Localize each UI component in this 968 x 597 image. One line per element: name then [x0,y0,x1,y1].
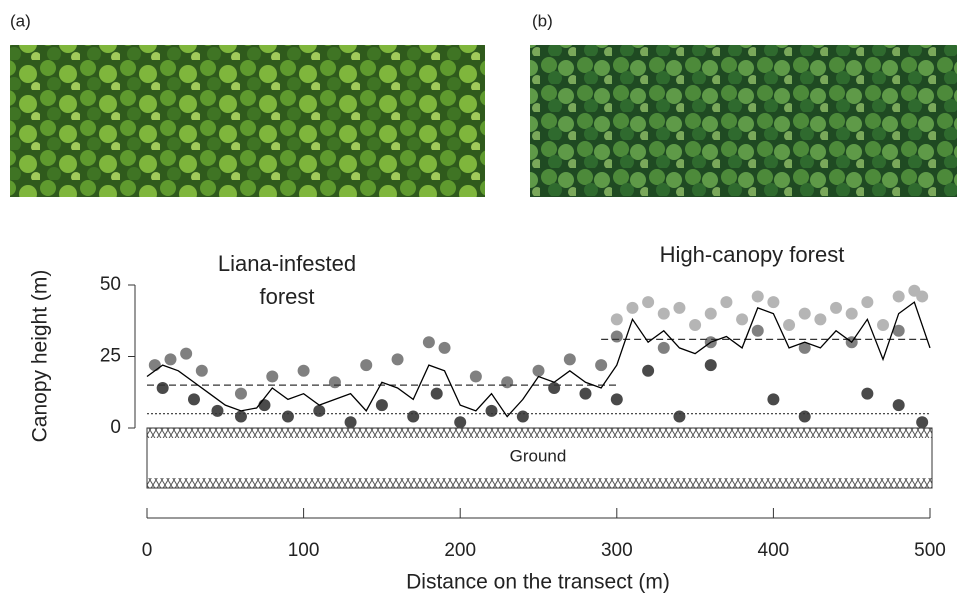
panel-label: (a) [10,11,31,30]
canopy-point [916,416,929,429]
canopy-point [610,313,623,326]
canopy-point [234,410,247,423]
canopy-point [626,301,639,314]
canopy-point [657,341,670,354]
y-tick-label: 0 [110,417,121,438]
y-tick-label: 50 [100,274,121,295]
x-axis-title: Distance on the transect (m) [406,571,670,594]
canopy-point [861,387,874,400]
canopy-point [328,376,341,389]
panel-label: (b) [532,11,553,30]
annotation: Liana-infested [218,251,356,276]
photo-high-canopy [530,45,957,197]
canopy-point [595,359,608,372]
canopy-point [751,290,764,303]
canopy-point [454,416,467,429]
annotation: High-canopy forest [660,242,845,267]
canopy-point [861,296,874,309]
canopy-point [579,387,592,400]
canopy-point [195,364,208,377]
canopy-point [657,307,670,320]
canopy-point [798,341,811,354]
canopy-point [563,353,576,366]
canopy-point [720,296,733,309]
ground-box [146,427,933,489]
canopy-point [704,359,717,372]
canopy-point [164,353,177,366]
canopy-point [313,404,326,417]
canopy-point [266,370,279,383]
canopy-point [642,364,655,377]
canopy-point [438,341,451,354]
canopy-point [892,290,905,303]
annotation: forest [259,284,314,309]
canopy-point [211,404,224,417]
y-axis-title: Canopy height (m) [29,270,52,443]
canopy-point [148,359,161,372]
canopy-point [798,410,811,423]
canopy-point [258,399,271,412]
canopy-point [234,387,247,400]
canopy-point [673,301,686,314]
canopy-point [751,324,764,337]
canopy-point [845,307,858,320]
x-tick-label: 0 [142,540,153,561]
canopy-point [892,324,905,337]
canopy-point [360,359,373,372]
canopy-point [532,364,545,377]
y-tick-label: 25 [100,346,121,367]
canopy-point [548,381,561,394]
canopy-point [767,296,780,309]
canopy-point [422,336,435,349]
canopy-point [375,399,388,412]
canopy-point [516,410,529,423]
canopy-point [642,296,655,309]
canopy-point [281,410,294,423]
canopy-point [892,399,905,412]
canopy-point [767,393,780,406]
canopy-point [736,313,749,326]
canopy-point [187,393,200,406]
x-tick-label: 500 [914,540,946,561]
canopy-point [610,330,623,343]
canopy-point [916,290,929,303]
canopy-point [469,370,482,383]
canopy-point [344,416,357,429]
x-tick-label: 300 [601,540,633,561]
canopy-point [877,319,890,332]
x-tick-label: 100 [288,540,320,561]
photo-liana-forest [10,45,485,197]
ground-hatch [147,428,932,438]
canopy-point [485,404,498,417]
canopy-point [830,301,843,314]
annotation: Ground [510,446,567,465]
mean-height-line [146,301,931,418]
x-tick-label: 200 [444,540,476,561]
canopy-point [814,313,827,326]
canopy-point [783,319,796,332]
x-tick-label: 400 [758,540,790,561]
canopy-point [610,393,623,406]
canopy-point [407,410,420,423]
canopy-point [297,364,310,377]
canopy-point [673,410,686,423]
canopy-point [704,307,717,320]
canopy-point [391,353,404,366]
ground-hatch [147,478,932,488]
canopy-point [430,387,443,400]
canopy-point [689,319,702,332]
canopy-point [180,347,193,360]
canopy-point [156,381,169,394]
canopy-point [798,307,811,320]
canopy-point [501,376,514,389]
